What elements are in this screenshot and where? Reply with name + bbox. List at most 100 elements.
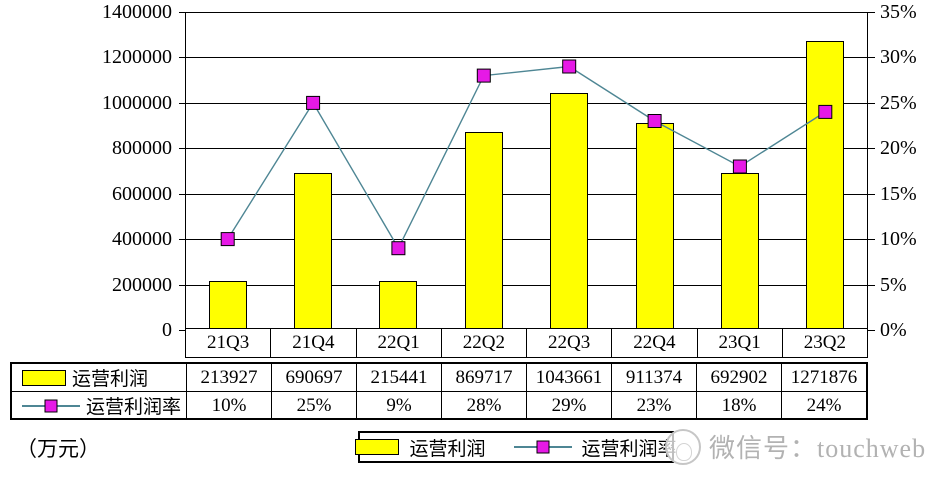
bar-23Q1 — [720, 172, 759, 330]
line-marker-23Q1 — [732, 159, 747, 174]
table-cell-23Q1: 18% — [697, 392, 782, 419]
left-axis-tick — [179, 148, 185, 150]
left-axis-label: 1400000 — [102, 1, 172, 23]
bar-22Q3 — [550, 92, 589, 330]
legend-line-key — [513, 440, 572, 454]
left-axis-tick — [179, 330, 185, 331]
gridline — [185, 102, 868, 104]
legend-line-marker-icon — [536, 440, 549, 454]
table-cell-22Q2: 28% — [442, 392, 527, 419]
line-marker-22Q3 — [562, 59, 577, 74]
right-axis-tick — [868, 193, 875, 195]
line-marker-22Q1 — [391, 241, 406, 256]
watermark: 微信号：touchweb — [665, 428, 926, 465]
left-axis-label: 1200000 — [102, 46, 172, 69]
table-row-label: 运营利润率 — [12, 392, 187, 419]
right-axis-label: 30% — [880, 46, 917, 69]
right-axis-tick — [868, 102, 875, 104]
gridline — [185, 57, 868, 59]
line-series — [220, 59, 833, 256]
legend-line-label: 运营利润率 — [581, 438, 677, 460]
bar-22Q2 — [464, 132, 503, 330]
right-axis-label: 10% — [880, 228, 917, 251]
left-axis-tick — [179, 284, 185, 286]
left-axis-tick — [179, 57, 185, 59]
touchweb-logo-icon — [665, 428, 701, 465]
table-cell-21Q3: 213927 — [187, 364, 272, 391]
line-marker-21Q4 — [306, 95, 321, 110]
right-axis-tick — [868, 57, 875, 59]
right-axis-label: 0% — [880, 319, 907, 341]
table-cell-23Q2: 24% — [806, 394, 842, 416]
table-cell-22Q4: 23% — [612, 392, 697, 419]
table-cell-22Q4: 911374 — [612, 364, 697, 391]
category-header-row: 21Q3 21Q4 22Q1 22Q2 22Q3 22Q4 23Q1 23Q2 — [185, 328, 868, 358]
table-line-marker-icon — [44, 399, 58, 412]
table-row: 运营利润 213927 690697 215441 869717 1043661 91137… — [12, 364, 866, 392]
series-name: 运营利润 — [72, 369, 149, 390]
left-axis-tick — [179, 102, 185, 104]
right-axis-tick — [868, 284, 875, 286]
line-path — [227, 65, 826, 250]
left-axis-label: 200000 — [112, 273, 172, 296]
category-cell-22Q1: 22Q1 — [357, 329, 442, 357]
left-axis-tick — [179, 239, 185, 241]
right-axis-label: 15% — [880, 182, 917, 205]
line-marker-21Q3 — [220, 232, 235, 247]
bar-21Q3 — [208, 281, 247, 330]
table-cell-22Q2: 869717 — [442, 364, 527, 391]
gridline — [185, 148, 868, 150]
gridline — [185, 239, 868, 241]
table-row-label: 运营利润 — [12, 364, 187, 391]
table-cell-21Q4: 25% — [272, 392, 357, 419]
category-cell-22Q2: 22Q2 — [442, 329, 527, 357]
table-row: 运营利润率 10% 25% 9% 28% 29% 23% 18% 24% — [12, 392, 866, 419]
watermark-text: 微信号：touchweb — [709, 434, 927, 463]
right-axis-tick — [868, 239, 875, 241]
gridline — [185, 193, 868, 195]
right-axis-label: 25% — [880, 91, 917, 114]
table-cell-22Q1: 9% — [357, 392, 442, 419]
right-axis-label: 20% — [880, 137, 917, 160]
left-axis-label: 0 — [162, 319, 172, 341]
left-axis-tick — [179, 12, 185, 13]
right-axis-tick — [868, 330, 875, 331]
right-axis-label: 35% — [880, 1, 917, 23]
category-cell-23Q2: 23Q2 — [803, 332, 846, 353]
data-table: 运营利润 213927 690697 215441 869717 1043661 91137… — [10, 362, 868, 420]
bar-22Q4 — [635, 123, 674, 330]
right-axis-label: 5% — [880, 273, 907, 296]
line-marker-23Q2 — [818, 104, 833, 119]
gridline — [185, 284, 868, 286]
table-cell-22Q1: 215441 — [357, 364, 442, 391]
table-line-key — [22, 399, 80, 412]
category-cell-22Q3: 22Q3 — [527, 329, 613, 357]
table-cell-22Q3: 1043661 — [527, 364, 612, 391]
chart-legend: 运营利润 运营利润率 — [355, 431, 677, 463]
left-axis-label: 1000000 — [102, 91, 172, 114]
legend-bar-swatch — [355, 439, 400, 455]
legend-bar-label: 运营利润 — [409, 438, 486, 460]
category-cell-22Q4: 22Q4 — [612, 329, 698, 357]
right-axis-tick — [868, 12, 875, 13]
line-marker-22Q2 — [476, 68, 491, 83]
table-cell-21Q3: 10% — [187, 392, 272, 419]
line-marker-22Q4 — [647, 114, 662, 128]
table-cell-22Q3: 29% — [527, 392, 612, 419]
category-cell-23Q1: 23Q1 — [698, 329, 783, 357]
series-name: 运营利润率 — [86, 397, 182, 418]
category-cell-21Q4: 21Q4 — [271, 329, 357, 357]
bar-23Q2 — [806, 41, 845, 330]
left-axis-label: 600000 — [112, 182, 172, 205]
table-bar-swatch — [22, 369, 66, 386]
bar-22Q1 — [379, 281, 418, 330]
table-cell-23Q1: 692902 — [697, 364, 782, 391]
table-cell-23Q2: 1271876 — [790, 366, 858, 388]
unit-label: （万元） — [16, 437, 100, 461]
table-cell-21Q4: 690697 — [272, 364, 357, 391]
left-axis-label: 400000 — [112, 228, 172, 251]
category-cell-21Q3: 21Q3 — [186, 329, 272, 357]
right-axis-tick — [868, 148, 875, 150]
left-axis-tick — [179, 193, 185, 195]
